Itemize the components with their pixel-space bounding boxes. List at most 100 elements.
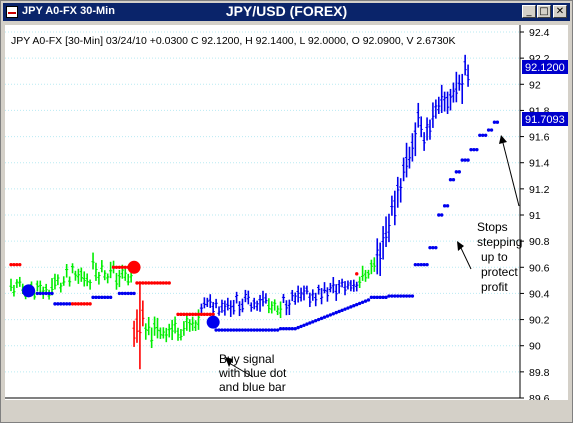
stop-dot: [434, 245, 438, 250]
stop-dot: [319, 316, 324, 321]
stop-dot: [196, 312, 201, 317]
price-bar: [352, 279, 356, 292]
price-bar: [161, 327, 165, 339]
stop-dot: [223, 328, 227, 332]
stop-dot: [105, 295, 110, 300]
price-bar: [334, 284, 338, 301]
price-bar: [155, 317, 160, 339]
price-bar: [460, 73, 464, 104]
stop-dot: [472, 147, 476, 152]
stop-dot: [393, 294, 397, 298]
price-bar: [126, 273, 130, 286]
stop-dot: [284, 327, 289, 331]
stop-dot: [267, 328, 271, 332]
buy-arrow-head: [225, 357, 233, 367]
stop-dot: [481, 133, 485, 137]
price-bar: [191, 316, 195, 331]
stop-dot: [355, 272, 359, 276]
price-bar: [38, 280, 42, 293]
stop-dot: [202, 312, 207, 317]
stop-dot: [422, 262, 426, 267]
stop-dot: [483, 133, 488, 137]
stop-dot: [337, 309, 341, 314]
price-bar: [255, 300, 259, 311]
stops-annotation-line-1: Stops: [477, 220, 508, 234]
last-price-tag-text: 92.1200: [525, 62, 565, 74]
price-bars: [9, 54, 470, 370]
price-bar: [147, 316, 151, 336]
stop-dot: [419, 262, 423, 267]
stop-dot: [340, 308, 344, 313]
price-bar: [65, 263, 69, 278]
stop-dot: [73, 302, 78, 306]
stop-dot: [363, 299, 368, 303]
stop-dot: [369, 295, 374, 300]
stop-dot: [290, 327, 294, 331]
price-bar: [53, 273, 57, 290]
stop-dot: [88, 302, 92, 306]
y-tick-label: 91.2: [529, 184, 550, 196]
stop-dot: [401, 294, 406, 298]
stop-dot: [407, 294, 412, 298]
stop-dot: [70, 302, 75, 306]
stop-dot: [390, 294, 394, 298]
stop-dot: [138, 281, 142, 285]
sell-signal-dot: [127, 260, 141, 274]
stop-dot: [460, 158, 464, 162]
stop-dot: [410, 294, 415, 298]
stop-dot: [273, 328, 277, 332]
stop-dot: [185, 312, 189, 317]
price-bar: [302, 285, 306, 301]
price-bar: [422, 132, 426, 151]
price-bar: [331, 277, 335, 294]
stop-dot: [261, 328, 265, 332]
close-button[interactable]: ✕: [553, 5, 567, 18]
stop-dot: [164, 281, 168, 285]
chart-app-icon[interactable]: [6, 6, 18, 18]
stop-dot: [199, 312, 204, 317]
stop-dot: [375, 295, 379, 300]
stop-dot: [117, 265, 122, 269]
price-bar: [117, 269, 122, 288]
price-bar: [340, 278, 344, 288]
price-bar: [378, 242, 382, 276]
price-bar: [293, 292, 297, 305]
price-bar: [396, 176, 400, 208]
stop-dot: [466, 158, 470, 162]
chart-area[interactable]: 92.4 92.2 92 91.8 91.6 91.4 91.2 91 90.8 90.6 90.4…: [5, 25, 568, 400]
price-bar: [261, 290, 265, 307]
stop-dot: [255, 328, 259, 332]
price-bar: [188, 319, 192, 332]
stop-dot: [117, 291, 122, 296]
stop-dot: [275, 328, 280, 332]
stop-dot: [182, 312, 186, 317]
stop-dot: [141, 281, 145, 285]
stop-dot: [252, 328, 256, 332]
price-bar: [393, 190, 397, 226]
price-bar: [176, 327, 180, 341]
buy-signal-dot: [22, 284, 36, 298]
price-bar: [226, 297, 230, 311]
stop-dot: [50, 291, 54, 296]
stop-dot: [314, 318, 318, 323]
price-bar: [404, 142, 409, 178]
signal-markers: [22, 260, 220, 329]
title-bar[interactable]: JPY A0-FX 30-Min JPY/USD (FOREX) _ □ ✕: [3, 3, 570, 21]
stops-arrow-line-2: [502, 142, 520, 207]
stop-dot: [76, 302, 81, 306]
maximize-button[interactable]: □: [537, 5, 551, 18]
stop-dot: [167, 281, 171, 285]
stop-dot: [346, 306, 350, 310]
stop-dot: [67, 302, 72, 306]
stop-dot: [478, 133, 482, 137]
price-bar: [290, 289, 294, 302]
price-bar: [235, 291, 239, 304]
price-bar: [152, 316, 157, 336]
stop-dot: [475, 147, 479, 152]
price-bar: [296, 285, 300, 303]
stop-dot: [240, 328, 245, 332]
minimize-button[interactable]: _: [522, 5, 536, 18]
price-bar: [132, 320, 136, 347]
stop-dot: [15, 262, 19, 267]
price-bar: [305, 285, 309, 295]
